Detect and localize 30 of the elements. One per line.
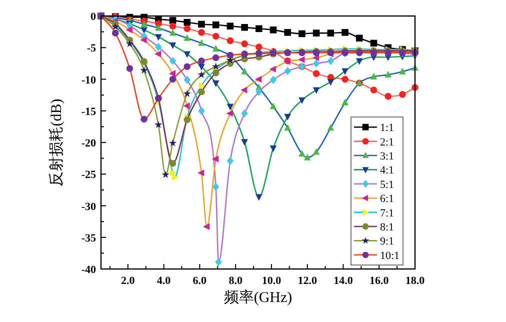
- x-tick-label: 18.0: [405, 275, 426, 287]
- y-tick-label: -40: [81, 264, 96, 276]
- legend-label: 9:1: [380, 236, 394, 248]
- x-axis-title: 频率(GHz): [224, 289, 292, 306]
- legend-label: 3:1: [380, 150, 394, 162]
- y-tick-label: 0: [90, 11, 96, 23]
- legend-label: 6:1: [380, 193, 394, 206]
- y-tick-label: -35: [81, 232, 96, 244]
- legend-label: 2:1: [380, 136, 394, 148]
- y-tick-label: -20: [81, 138, 96, 150]
- legend-label: 5:1: [380, 178, 394, 191]
- y-tick-label: -15: [81, 106, 96, 118]
- y-tick-label: -5: [86, 42, 96, 55]
- y-tick-label: -25: [81, 169, 96, 182]
- x-tick-label: 14.0: [334, 275, 354, 287]
- y-tick-label: -10: [81, 74, 96, 86]
- legend-label: 7:1: [380, 207, 394, 220]
- x-tick-label: 12.0: [298, 275, 318, 287]
- x-tick-label: 6.0: [192, 275, 208, 287]
- x-tick-label: 4.0: [156, 275, 172, 287]
- y-axis-title: 反射损耗(dB): [48, 98, 65, 186]
- legend-label: 8:1: [380, 222, 394, 234]
- legend-label: 4:1: [380, 164, 394, 177]
- x-tick-label: 10.0: [262, 275, 282, 287]
- legend-label: 10:1: [380, 250, 400, 262]
- x-tick-label: 8.0: [228, 275, 243, 287]
- x-tick-label: 16.0: [369, 275, 390, 287]
- legend-label: 1:1: [380, 122, 394, 134]
- y-tick-label: -30: [81, 200, 96, 213]
- x-tick-label: 2.0: [121, 275, 136, 287]
